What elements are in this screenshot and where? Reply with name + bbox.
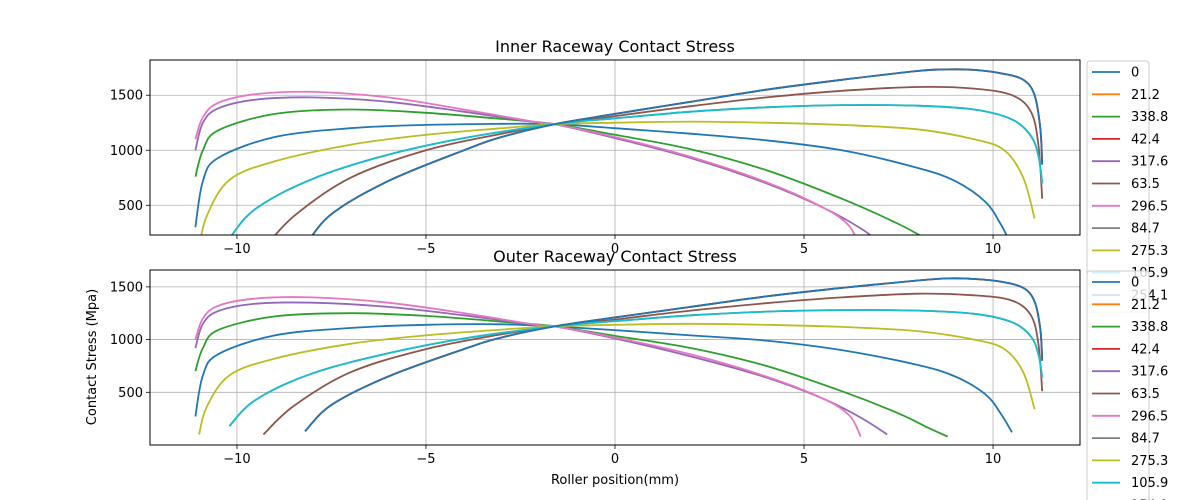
legend-label: 105.9 bbox=[1131, 476, 1168, 491]
legend-label: 42.4 bbox=[1131, 132, 1160, 147]
x-tick-label: −5 bbox=[416, 242, 435, 257]
legend-label: 0 bbox=[1131, 66, 1139, 81]
legend-label: 21.2 bbox=[1131, 298, 1160, 313]
legend-label: 21.2 bbox=[1131, 88, 1160, 103]
x-tick-label: 5 bbox=[800, 452, 808, 467]
legend-box bbox=[1086, 270, 1150, 500]
legend-label: 63.5 bbox=[1131, 177, 1160, 192]
outer-legend: 0 21.2 338.8 42.4 317.6 63.5 296.5 84.7 275.3 105… bbox=[1086, 270, 1168, 500]
legend-label: 84.7 bbox=[1131, 222, 1160, 237]
y-tick-label: 1000 bbox=[110, 333, 143, 348]
series-line-0 bbox=[194, 122, 1008, 235]
y-tick-label: 500 bbox=[118, 199, 143, 214]
inner-series-lines bbox=[194, 68, 1044, 235]
legend-label: 42.4 bbox=[1131, 342, 1160, 357]
series-line-296.5 bbox=[194, 296, 862, 438]
legend-label: 317.6 bbox=[1131, 365, 1168, 380]
inner-raceway-panel: −10 −5 0 5 10 500 1000 1500 bbox=[110, 59, 1081, 257]
inner-grid bbox=[150, 60, 1080, 235]
legend-label: 84.7 bbox=[1131, 432, 1160, 447]
series-line-254.1 bbox=[304, 277, 1044, 432]
legend-label: 254.1 bbox=[1131, 499, 1168, 500]
inner-tick-marks bbox=[146, 94, 994, 239]
outer-tick-labels: −10 −5 0 5 10 500 1000 1500 bbox=[110, 280, 1001, 467]
y-axis-label: Contact Stress (Mpa) bbox=[85, 289, 100, 425]
legend-label: 317.6 bbox=[1131, 155, 1168, 170]
series-line-105.9 bbox=[230, 104, 1044, 235]
x-tick-label: 10 bbox=[985, 242, 1002, 257]
outer-raceway-panel: −10 −5 0 5 10 500 1000 1500 bbox=[110, 269, 1081, 467]
y-tick-label: 1500 bbox=[110, 89, 143, 104]
x-tick-label: −10 bbox=[223, 242, 250, 257]
legend-label: 338.8 bbox=[1131, 320, 1168, 335]
series-line-63.5 bbox=[274, 85, 1044, 235]
legend-label: 275.3 bbox=[1131, 454, 1168, 469]
legend-label: 0 bbox=[1131, 276, 1139, 291]
inner-chart-title: Inner Raceway Contact Stress bbox=[495, 37, 735, 56]
inner-tick-labels: −10 −5 0 5 10 500 1000 1500 bbox=[110, 89, 1001, 257]
series-line-275.3 bbox=[198, 322, 1036, 435]
y-tick-label: 1000 bbox=[110, 144, 143, 159]
outer-grid bbox=[150, 270, 1080, 445]
outer-series-lines bbox=[194, 277, 1044, 438]
x-tick-label: −5 bbox=[416, 452, 435, 467]
y-tick-label: 1500 bbox=[110, 280, 143, 295]
legend-label: 296.5 bbox=[1131, 199, 1168, 214]
x-tick-label: 0 bbox=[611, 452, 619, 467]
legend-label: 296.5 bbox=[1131, 409, 1168, 424]
series-line-0 bbox=[194, 323, 1013, 433]
outer-tick-marks bbox=[146, 286, 994, 449]
series-line-63.5 bbox=[262, 292, 1044, 436]
series-line-254.1 bbox=[311, 68, 1044, 235]
x-tick-label: 0 bbox=[611, 242, 619, 257]
legend-label: 338.8 bbox=[1131, 110, 1168, 125]
series-line-296.5 bbox=[194, 90, 856, 235]
y-tick-label: 500 bbox=[118, 386, 143, 401]
inner-legend: 021.2338.842.4317.663.5296.584.7275.3105… bbox=[1086, 60, 1168, 313]
series-line-105.9 bbox=[228, 309, 1044, 427]
x-tick-label: −10 bbox=[223, 452, 250, 467]
legend-label: 275.3 bbox=[1131, 244, 1168, 259]
x-tick-label: 5 bbox=[800, 242, 808, 257]
series-line-275.3 bbox=[200, 120, 1036, 235]
x-tick-label: 10 bbox=[985, 452, 1002, 467]
x-axis-label: Roller position(mm) bbox=[551, 473, 679, 488]
outer-chart-title: Outer Raceway Contact Stress bbox=[493, 247, 737, 266]
legend-label: 63.5 bbox=[1131, 387, 1160, 402]
